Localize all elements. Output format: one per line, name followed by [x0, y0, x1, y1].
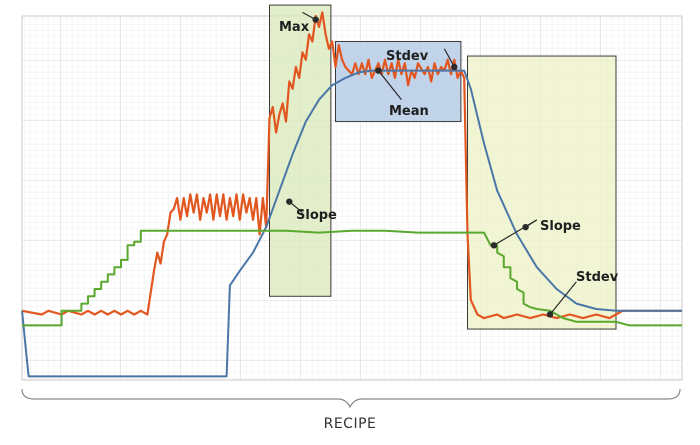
marker-dot-slope-right-2 [522, 223, 529, 231]
annotation-slope-left: Slope [296, 208, 337, 223]
series-line-2 [21, 69, 682, 378]
leader-line-stdev-right [549, 281, 577, 315]
annotations: Max Stdev Mean Slope Slope Stdev [279, 11, 619, 318]
leader-line-slope-right-1 [493, 219, 538, 246]
annotation-stdev-right: Stdev [576, 270, 619, 285]
marker-dot-slope-left [286, 198, 293, 205]
highlight-regions [269, 4, 617, 330]
highlight-region-3 [467, 55, 617, 330]
annotation-stdev-top: Stdev [386, 49, 429, 64]
series-lines [21, 11, 682, 378]
marker-dot-max [312, 16, 319, 23]
highlight-region-1 [269, 4, 332, 297]
leader-line-stdev-top [443, 48, 455, 68]
marker-dot-mean [375, 67, 382, 74]
series-line-3 [22, 229, 682, 327]
annotation-slope-right: Slope [540, 219, 581, 234]
series-line-1 [21, 11, 682, 320]
annotation-max: Max [279, 20, 310, 35]
annotation-mean: Mean [389, 104, 429, 119]
marker-dot-stdev-right [546, 311, 554, 318]
marker-dot-stdev-top [451, 63, 458, 71]
recipe-brace [21, 388, 681, 409]
leader-line-mean [377, 70, 402, 101]
highlight-region-2 [335, 40, 462, 123]
marker-dot-slope-right-1 [490, 242, 498, 249]
recipe-caption: RECIPE [324, 416, 377, 432]
